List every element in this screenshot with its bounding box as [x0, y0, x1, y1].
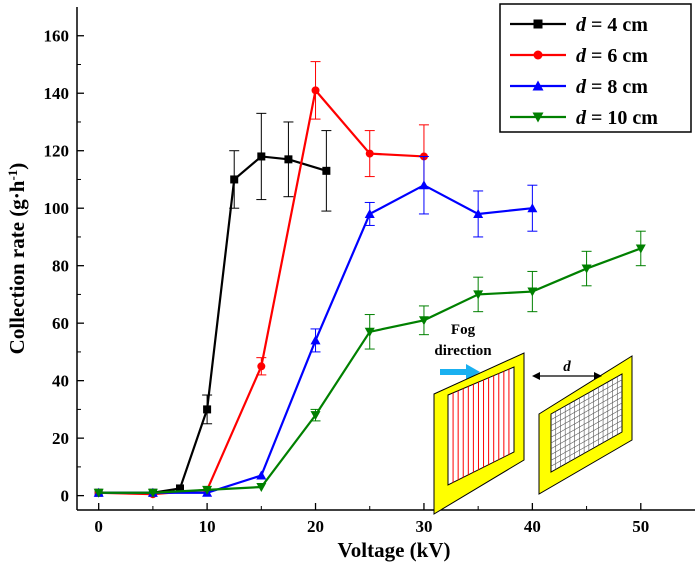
series-1 — [94, 112, 332, 497]
x-axis-label: Voltage (kV) — [338, 538, 451, 562]
mesh-line-horizontal — [550, 425, 623, 467]
data-point — [581, 264, 592, 274]
mesh-line-horizontal — [550, 408, 623, 450]
distance-arrow-head-right — [594, 372, 602, 380]
fog-label-line-2: direction — [434, 343, 492, 359]
data-point — [311, 86, 320, 95]
data-point — [418, 316, 429, 326]
data-point — [310, 411, 321, 421]
y-tick-label: 120 — [44, 142, 70, 161]
data-point — [532, 112, 544, 123]
data-point — [364, 327, 375, 337]
mesh-line-horizontal — [550, 414, 623, 455]
y-tick-label: 160 — [44, 27, 70, 46]
series-layer — [93, 61, 646, 499]
mesh-line-horizontal — [550, 396, 623, 438]
axes: 0 20 40 60 80 100 120 140 160 0 10 20 30 40 50 Voltage … — [5, 7, 695, 562]
y-tick-label: 80 — [52, 257, 69, 276]
electrode-inset-diagram: Fog direction d — [433, 322, 633, 515]
series-4 — [93, 230, 646, 498]
mesh-line-horizontal — [550, 420, 623, 461]
data-point — [176, 484, 184, 493]
y-tick-label: 40 — [52, 372, 69, 391]
data-point — [202, 485, 213, 495]
fog-arrow-head — [466, 364, 480, 380]
legend-box — [499, 3, 692, 133]
mesh-frame-1-opening — [447, 366, 515, 486]
data-point — [635, 244, 646, 254]
y-tick-label: 140 — [44, 84, 70, 103]
data-point — [527, 287, 538, 297]
mesh-line-horizontal — [550, 402, 623, 444]
data-point — [532, 80, 544, 91]
legend-label: d = 8 cm — [576, 76, 648, 98]
y-tick-label: 60 — [52, 314, 69, 333]
vertical-wire-electrode — [452, 369, 510, 483]
data-point — [147, 488, 158, 498]
legend-label: d = 10 cm — [576, 107, 658, 129]
mesh-line-horizontal — [550, 379, 623, 421]
data-point — [365, 149, 374, 158]
data-point — [364, 208, 375, 218]
mesh-line-horizontal — [550, 391, 623, 432]
data-point — [203, 405, 212, 414]
data-point — [533, 19, 543, 29]
data-point — [256, 470, 267, 480]
data-point — [418, 180, 429, 190]
data-point — [473, 208, 484, 218]
x-tick-label: 0 — [94, 517, 103, 536]
y-tick-label: 100 — [44, 199, 70, 218]
legend-label: d = 6 cm — [576, 45, 648, 67]
distance-label: d — [563, 359, 571, 375]
y-tick-label: 0 — [61, 487, 70, 506]
legend: d = 4 cm d = 6 cm d = 8 cm d = 10 cm — [499, 3, 692, 133]
x-tick-label: 30 — [415, 517, 432, 536]
mesh-line-horizontal — [550, 385, 623, 426]
distance-arrow-head-left — [532, 372, 540, 380]
data-point — [257, 362, 266, 371]
data-point — [310, 335, 321, 345]
x-tick-label: 50 — [632, 517, 649, 536]
legend-label: d = 4 cm — [576, 14, 648, 36]
data-point — [527, 203, 538, 213]
data-point — [93, 488, 104, 498]
fog-label-line-1: Fog — [451, 322, 476, 338]
data-point — [257, 152, 266, 161]
x-tick-label: 20 — [307, 517, 324, 536]
x-tick-label: 10 — [199, 517, 216, 536]
x-tick-label: 40 — [524, 517, 541, 536]
y-axis-label: Collection rate (g·h-1) — [5, 163, 29, 355]
data-point — [230, 175, 239, 184]
data-point — [533, 50, 543, 60]
y-tick-label: 20 — [52, 429, 69, 448]
data-point — [473, 290, 484, 300]
data-point — [322, 166, 331, 175]
grid-mesh-collector — [550, 376, 623, 470]
data-point — [256, 483, 267, 493]
data-point — [284, 155, 293, 164]
